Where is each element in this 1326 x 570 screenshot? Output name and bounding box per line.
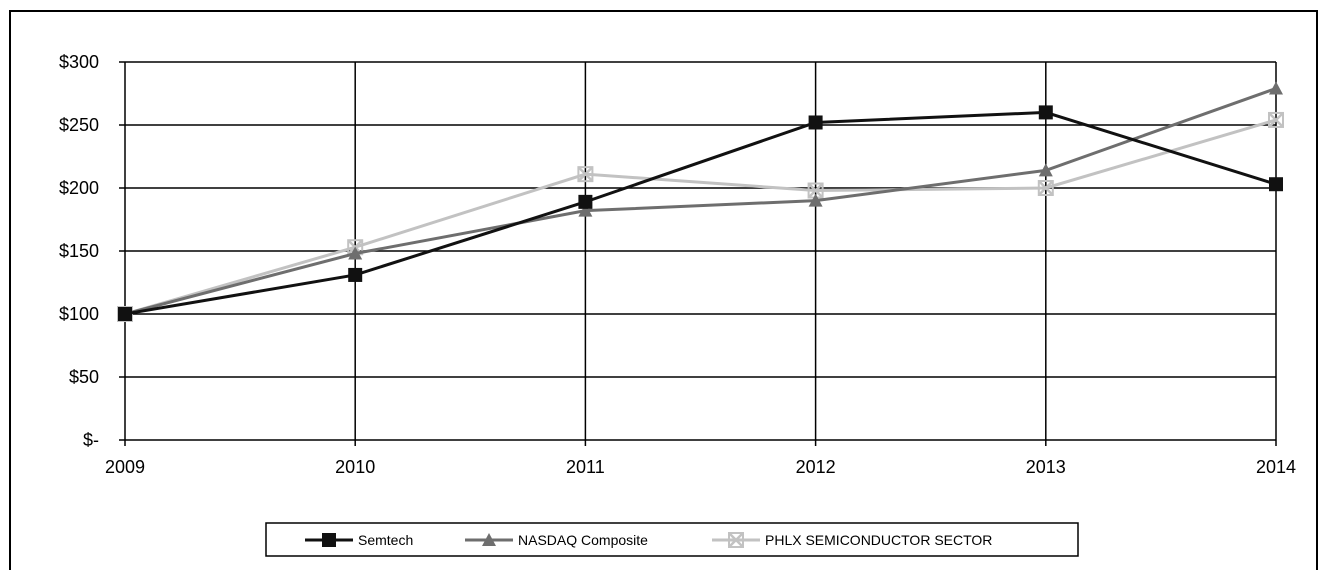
x-tick-label: 2011	[566, 457, 605, 477]
series-group	[117, 81, 1284, 322]
point-marker	[118, 307, 132, 321]
point-marker	[482, 533, 496, 546]
point-marker	[578, 203, 593, 217]
point-marker	[1269, 81, 1283, 95]
point-marker	[808, 115, 823, 130]
series-line	[124, 87, 1277, 316]
point-marker	[348, 246, 363, 260]
x-tick-label: 2014	[1256, 457, 1296, 477]
legend-item: PHLX SEMICONDUCTOR SECTOR	[712, 532, 992, 548]
y-axis-ticks: $- $50 $100 $150 $200 $250 $300	[59, 52, 99, 450]
point-marker	[728, 532, 744, 548]
x-tick-label: 2009	[105, 457, 145, 477]
point-marker	[348, 267, 363, 282]
series-0	[118, 105, 1283, 321]
y-tick-label: $300	[59, 52, 99, 72]
point-marker	[1268, 111, 1284, 128]
legend: Semtech NASDAQ Composite PHLX SEMICONDUCTO…	[265, 522, 1079, 557]
point-marker	[322, 533, 336, 547]
series-line	[124, 110, 1277, 316]
chart-grid	[119, 61, 1277, 446]
marker-box	[1268, 111, 1284, 128]
marker-box	[728, 532, 744, 548]
y-tick-label: $150	[59, 241, 99, 261]
x-tick-label: 2013	[1026, 457, 1066, 477]
point-marker	[1269, 177, 1283, 192]
marker-box	[577, 166, 594, 183]
y-tick-label: $50	[69, 367, 99, 387]
series-line	[124, 118, 1277, 316]
y-tick-label: $100	[59, 304, 99, 324]
series-2	[117, 111, 1284, 322]
legend-item: Semtech	[305, 532, 413, 548]
legend-box	[265, 522, 1079, 557]
legend-label: PHLX SEMICONDUCTOR SECTOR	[765, 532, 992, 548]
point-marker	[1038, 105, 1053, 120]
point-marker	[578, 194, 593, 209]
x-tick-label: 2010	[335, 457, 375, 477]
point-marker	[808, 193, 823, 207]
y-tick-label: $200	[59, 178, 99, 198]
legend-item: NASDAQ Composite	[465, 532, 648, 548]
marker-cross	[577, 166, 594, 183]
y-tick-label: $250	[59, 115, 99, 135]
marker-box	[1037, 180, 1054, 196]
marker-cross	[728, 532, 744, 548]
x-axis-ticks: 2009 2010 2011 2012 2013 2014	[105, 457, 1296, 477]
chart-frame	[9, 10, 1318, 570]
marker-cross	[1268, 112, 1284, 128]
x-tick-label: 2012	[796, 457, 836, 477]
point-marker	[1037, 180, 1054, 196]
marker-cross	[1037, 180, 1054, 196]
legend-label: Semtech	[358, 532, 413, 548]
marker-cross	[807, 182, 824, 199]
legend-label: NASDAQ Composite	[518, 532, 648, 548]
y-tick-label: $-	[83, 430, 99, 450]
point-marker	[1038, 163, 1053, 177]
point-marker	[577, 166, 594, 183]
